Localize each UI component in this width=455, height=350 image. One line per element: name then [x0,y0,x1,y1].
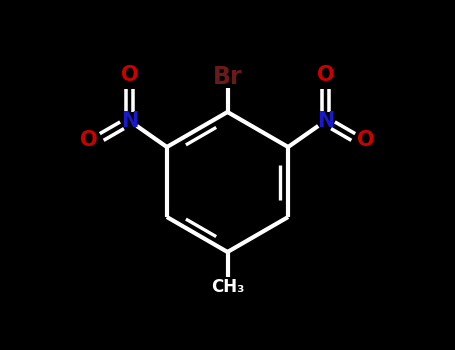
Text: O: O [81,130,98,150]
Text: N: N [317,111,334,131]
Text: O: O [357,130,374,150]
Text: CH₃: CH₃ [211,278,244,296]
Text: N: N [121,111,138,131]
Text: O: O [317,65,334,85]
Text: O: O [121,65,138,85]
Text: Br: Br [212,65,243,89]
